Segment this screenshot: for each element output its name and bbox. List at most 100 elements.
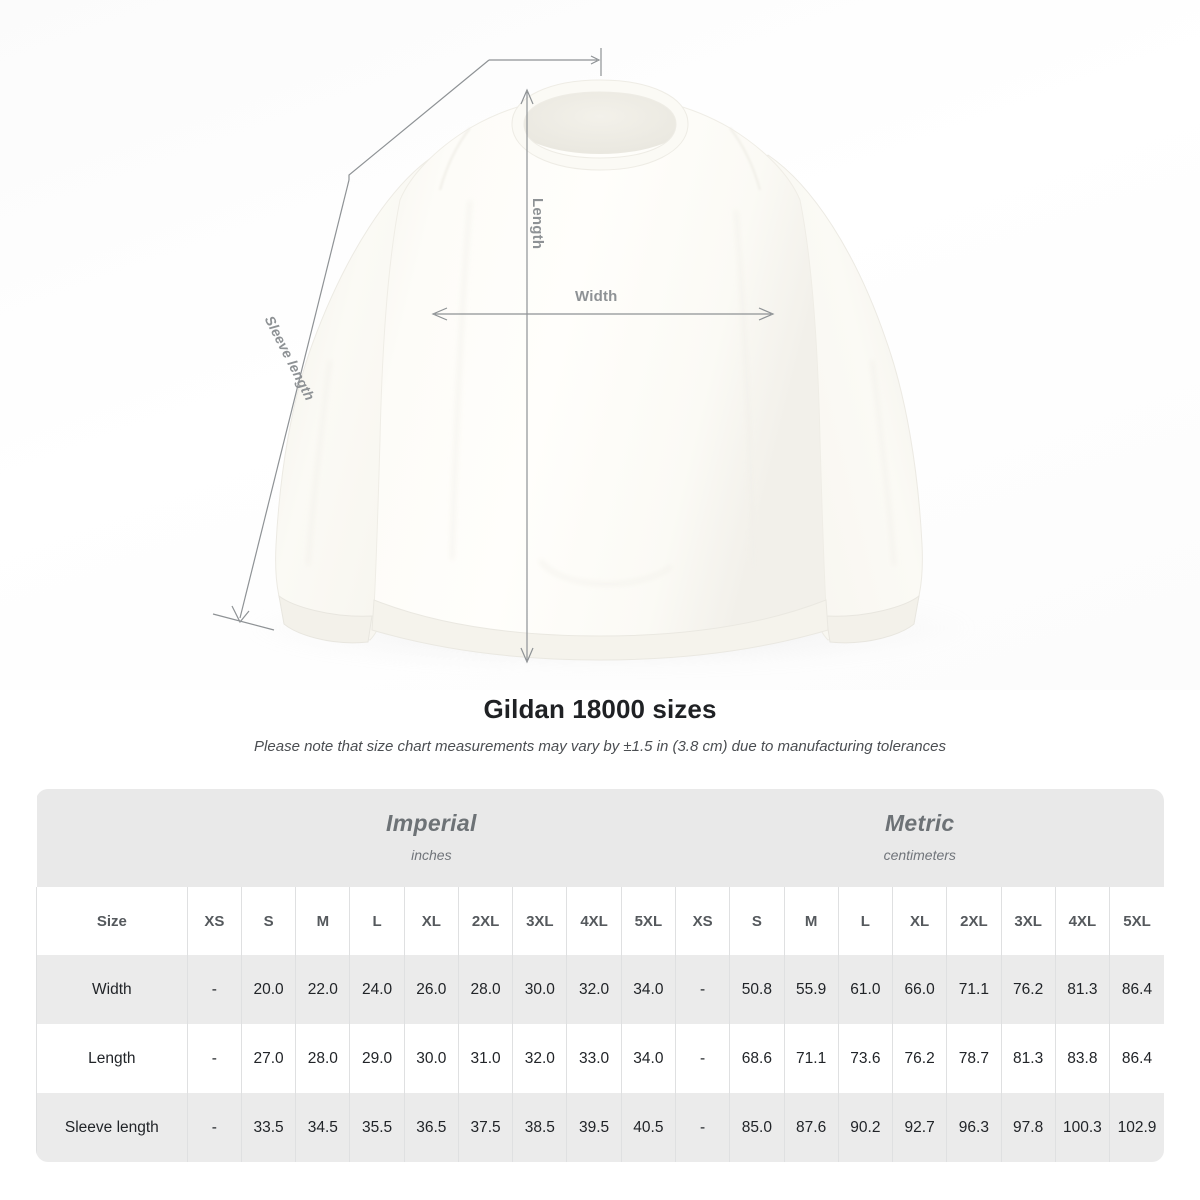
cell-sleeve-length-imperial-m: 34.5: [295, 1093, 350, 1162]
size-header-metric-l: L: [837, 887, 893, 955]
size-header-metric-s: S: [729, 887, 784, 955]
size-table: Imperial inches Metric centimeters Size XS S M L…: [36, 789, 1164, 1162]
chart-tolerance-note: Please note that size chart measurements…: [254, 738, 946, 755]
size-header-metric-m: M: [783, 887, 839, 955]
unit-header-metric: Metric centimeters: [675, 789, 1164, 887]
unit-row-spacer: [36, 789, 188, 887]
length-label: Length: [529, 198, 546, 250]
cell-length-metric-xs: -: [674, 1024, 730, 1093]
size-header-imperial-xs: XS: [186, 887, 242, 955]
cell-width-imperial-s: 20.0: [240, 955, 296, 1024]
cell-width-metric-4xl: 81.3: [1054, 955, 1110, 1024]
size-header-metric-3xl: 3XL: [1000, 887, 1056, 955]
cell-width-metric-xl: 66.0: [891, 955, 947, 1024]
table-row: Width -20.0 22.0 24.0 26.0 28.0 30.0 32.0 34.0-5…: [36, 955, 1164, 1024]
body: [373, 95, 827, 643]
size-header-imperial-2xl: 2XL: [457, 887, 513, 955]
table-row: Sleeve length -33.5 34.5 35.5 36.5 37.5 38.5 39…: [36, 1093, 1164, 1162]
cell-sleeve-length-metric-l: 90.2: [837, 1093, 893, 1162]
cell-width-imperial-xl: 26.0: [403, 955, 459, 1024]
cell-length-metric-2xl: 78.7: [946, 1024, 1001, 1093]
right-cuff: [825, 594, 920, 644]
cell-sleeve-length-imperial-xs: -: [186, 1093, 242, 1162]
cell-width-metric-5xl: 86.4: [1109, 955, 1164, 1024]
sweatshirt-illustration: [275, 79, 923, 661]
cell-width-metric-xs: -: [674, 955, 730, 1024]
cell-width-metric-s: 50.8: [729, 955, 784, 1024]
cell-width-metric-2xl: 71.1: [946, 955, 1001, 1024]
size-header-metric-5xl: 5XL: [1109, 887, 1164, 955]
cell-sleeve-length-imperial-2xl: 37.5: [457, 1093, 513, 1162]
cell-sleeve-length-imperial-l: 35.5: [349, 1093, 405, 1162]
size-header-imperial-5xl: 5XL: [620, 887, 676, 955]
chart-title: Gildan 18000 sizes: [483, 694, 717, 724]
size-header-metric-4xl: 4XL: [1054, 887, 1110, 955]
table-row: Length -27.0 28.0 29.0 30.0 31.0 32.0 33.0 34.0-…: [36, 1024, 1164, 1093]
cell-length-metric-s: 68.6: [729, 1024, 784, 1093]
cell-width-imperial-m: 22.0: [295, 955, 350, 1024]
cell-width-imperial-4xl: 32.0: [566, 955, 622, 1024]
size-header-imperial-4xl: 4XL: [566, 887, 622, 955]
cell-width-metric-m: 55.9: [783, 955, 839, 1024]
cell-width-imperial-5xl: 34.0: [620, 955, 676, 1024]
neck-opening: [512, 86, 688, 154]
cell-width-metric-3xl: 76.2: [1000, 955, 1056, 1024]
size-header-imperial-xl: XL: [403, 887, 459, 955]
cell-length-imperial-5xl: 34.0: [620, 1024, 676, 1093]
cell-sleeve-length-metric-xs: -: [674, 1093, 730, 1162]
size-header-imperial-m: M: [295, 887, 350, 955]
cell-length-imperial-3xl: 32.0: [512, 1024, 567, 1093]
row-label-length: Length: [36, 1024, 188, 1093]
cell-sleeve-length-metric-4xl: 100.3: [1054, 1093, 1110, 1162]
cell-width-metric-l: 61.0: [837, 955, 893, 1024]
cell-sleeve-length-imperial-5xl: 40.5: [620, 1093, 676, 1162]
size-header-imperial-3xl: 3XL: [512, 887, 567, 955]
cell-length-imperial-m: 28.0: [295, 1024, 350, 1093]
cell-width-imperial-2xl: 28.0: [457, 955, 513, 1024]
cell-length-imperial-s: 27.0: [240, 1024, 296, 1093]
cell-sleeve-length-imperial-xl: 36.5: [403, 1093, 459, 1162]
size-table-container: Imperial inches Metric centimeters Size XS S M L…: [36, 789, 1164, 1162]
cell-width-imperial-xs: -: [186, 955, 242, 1024]
cell-width-imperial-3xl: 30.0: [512, 955, 567, 1024]
row-label-sleeve-length: Sleeve length: [36, 1093, 188, 1162]
size-column-label: Size: [36, 887, 188, 955]
cell-length-imperial-2xl: 31.0: [457, 1024, 513, 1093]
collar: [511, 79, 689, 171]
cell-sleeve-length-metric-s: 85.0: [729, 1093, 784, 1162]
size-header-row: Size XS S M L XL 2XL 3XL 4XL 5XL XS S M L XL 2XL 3XL 4XL 5…: [36, 887, 1164, 955]
cell-sleeve-length-metric-5xl: 102.9: [1109, 1093, 1164, 1162]
size-table-body: Imperial inches Metric centimeters Size XS S M L…: [36, 789, 1164, 1162]
cell-sleeve-length-imperial-s: 33.5: [240, 1093, 296, 1162]
cell-length-imperial-xs: -: [186, 1024, 242, 1093]
cell-sleeve-length-metric-3xl: 97.8: [1000, 1093, 1056, 1162]
cell-length-imperial-4xl: 33.0: [566, 1024, 622, 1093]
cell-length-metric-m: 71.1: [783, 1024, 839, 1093]
unit-subtitle: centimeters: [883, 846, 956, 863]
cell-length-metric-xl: 76.2: [891, 1024, 947, 1093]
cell-length-metric-5xl: 86.4: [1109, 1024, 1164, 1093]
size-header-imperial-s: S: [240, 887, 296, 955]
unit-name: Imperial: [386, 809, 477, 836]
unit-subtitle: inches: [411, 846, 452, 863]
cell-length-metric-l: 73.6: [837, 1024, 893, 1093]
unit-banner-row: Imperial inches Metric centimeters: [36, 789, 1164, 887]
cell-sleeve-length-imperial-3xl: 38.5: [512, 1093, 567, 1162]
cell-length-metric-4xl: 83.8: [1054, 1024, 1110, 1093]
cell-width-imperial-l: 24.0: [349, 955, 405, 1024]
size-header-imperial-l: L: [349, 887, 405, 955]
cell-sleeve-length-metric-2xl: 96.3: [946, 1093, 1001, 1162]
right-shoulder-seam: [729, 127, 761, 191]
width-label: Width: [575, 288, 618, 305]
product-photo: Length Width Sleeve length: [0, 0, 1200, 690]
cell-length-metric-3xl: 81.3: [1000, 1024, 1056, 1093]
unit-name: Metric: [884, 809, 955, 836]
size-header-metric-2xl: 2XL: [946, 887, 1001, 955]
row-label-width: Width: [36, 955, 188, 1024]
cell-sleeve-length-metric-xl: 92.7: [891, 1093, 947, 1162]
cell-sleeve-length-metric-m: 87.6: [783, 1093, 839, 1162]
size-header-metric-xs: XS: [674, 887, 730, 955]
chart-heading-block: Gildan 18000 sizes Please note that size…: [0, 694, 1200, 755]
size-header-metric-xl: XL: [891, 887, 947, 955]
cell-length-imperial-xl: 30.0: [403, 1024, 459, 1093]
